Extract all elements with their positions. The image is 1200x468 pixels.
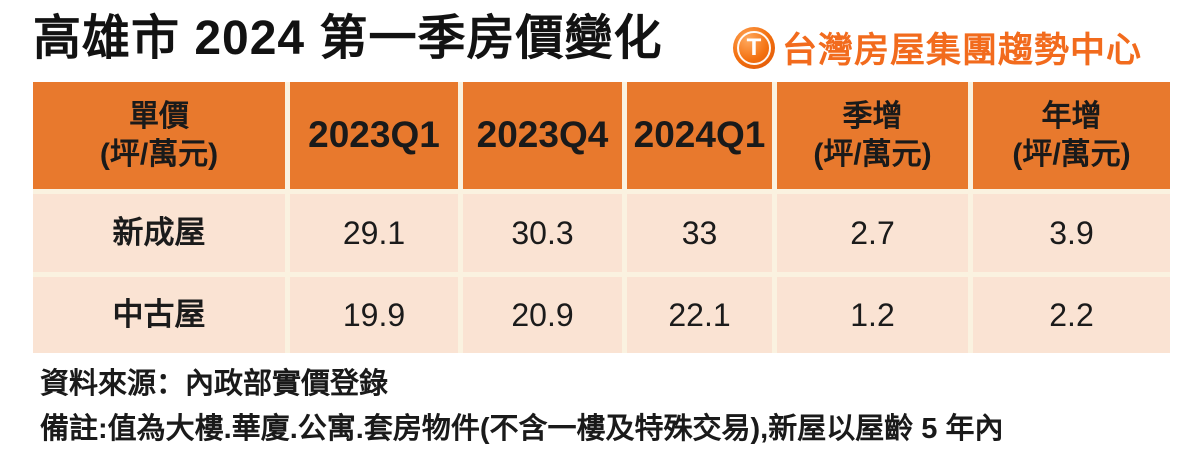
- header-cell-2024q1: 2024Q1: [627, 82, 772, 189]
- table-cell: 2.7: [777, 194, 968, 272]
- header-cell-text: 2023Q1: [308, 114, 440, 156]
- price-table: 單價 (坪/萬元) 2023Q1 2023Q4 2024Q1 季增 (坪/萬元)…: [33, 82, 1170, 353]
- header-cell-text: 2024Q1: [633, 114, 766, 156]
- table-cell: 19.9: [290, 277, 458, 353]
- brand-logo: T 台灣房屋集團趨勢中心: [733, 22, 1142, 73]
- header-cell-text: 年增: [1041, 100, 1102, 133]
- header-cell-text: 單價: [129, 100, 189, 133]
- table-cell: 20.9: [463, 277, 622, 353]
- remark-note: 備註:值為大樓.華廈.公寓.套房物件(不含一樓及特殊交易),新屋以屋齡 5 年內: [40, 413, 1004, 445]
- table-cell: 3.9: [973, 194, 1170, 272]
- logo-letter: T: [746, 33, 762, 61]
- header-cell-unit-price: 單價 (坪/萬元): [33, 82, 285, 189]
- header-cell-subtext: (坪/萬元): [813, 137, 932, 171]
- table-cell: 30.3: [463, 194, 622, 272]
- header-cell-subtext: (坪/萬元): [99, 137, 219, 171]
- data-source-note: 資料來源：內政部實價登錄: [40, 368, 389, 400]
- brand-logo-text: 台灣房屋集團趨勢中心: [782, 31, 1143, 70]
- header-cell-subtext: (坪/萬元): [1012, 137, 1131, 171]
- header-cell-text: 2023Q4: [476, 114, 609, 156]
- table-cell: 29.1: [290, 194, 458, 272]
- taiwan-housing-t-icon: T: [733, 26, 775, 69]
- table-cell: 22.1: [627, 277, 772, 353]
- header-cell-text: 季增: [842, 100, 903, 133]
- header-cell-2023q4: 2023Q4: [463, 82, 622, 189]
- header-cell-quarter-gain: 季增 (坪/萬元): [777, 82, 968, 189]
- table-cell: 33: [627, 194, 772, 272]
- row-label-new-house: 新成屋: [33, 194, 285, 272]
- header-cell-2023q1: 2023Q1: [290, 82, 458, 189]
- page-title: 高雄市 2024 第一季房價變化: [33, 12, 663, 65]
- table-cell: 2.2: [973, 277, 1170, 353]
- row-label-old-house: 中古屋: [33, 277, 285, 353]
- header-cell-year-gain: 年增 (坪/萬元): [973, 82, 1170, 189]
- table-cell: 1.2: [777, 277, 968, 353]
